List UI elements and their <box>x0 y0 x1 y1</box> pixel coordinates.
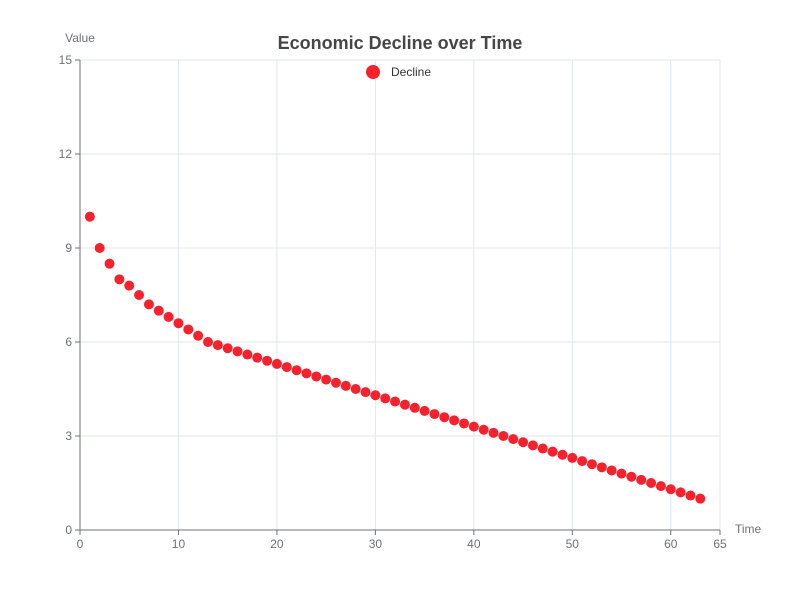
y-tick-label: 0 <box>65 523 72 537</box>
x-tick-label: 60 <box>664 537 678 551</box>
data-point[interactable] <box>567 452 578 463</box>
data-point[interactable] <box>134 290 145 300</box>
data-point[interactable] <box>478 424 489 435</box>
data-point[interactable] <box>281 362 292 373</box>
axes <box>75 59 721 535</box>
data-point[interactable] <box>232 346 243 357</box>
data-point[interactable] <box>468 421 479 432</box>
data-points <box>84 211 706 504</box>
data-point[interactable] <box>655 481 666 492</box>
data-point[interactable] <box>527 440 538 451</box>
data-point[interactable] <box>262 355 273 366</box>
data-point[interactable] <box>488 427 499 438</box>
data-point[interactable] <box>360 387 371 398</box>
legend-marker <box>366 65 380 79</box>
data-point[interactable] <box>271 358 282 369</box>
y-tick-label: 15 <box>59 53 73 67</box>
data-point[interactable] <box>695 493 706 504</box>
data-point[interactable] <box>419 405 430 416</box>
data-point[interactable] <box>587 459 597 470</box>
data-point[interactable] <box>449 415 460 426</box>
data-point[interactable] <box>183 324 194 335</box>
data-point[interactable] <box>626 471 637 482</box>
data-point[interactable] <box>242 349 253 360</box>
data-point[interactable] <box>380 393 391 404</box>
data-point[interactable] <box>114 274 125 285</box>
data-point[interactable] <box>665 484 676 495</box>
data-point[interactable] <box>399 399 410 410</box>
data-point[interactable] <box>163 311 174 322</box>
y-tick-label: 3 <box>65 429 72 443</box>
data-point[interactable] <box>409 402 420 413</box>
data-point[interactable] <box>596 462 607 473</box>
x-tick-label: 40 <box>467 537 481 551</box>
data-point[interactable] <box>222 343 233 354</box>
data-point[interactable] <box>616 468 627 479</box>
data-point[interactable] <box>636 474 647 485</box>
x-tick-label: 10 <box>172 537 186 551</box>
grid-lines <box>80 59 721 530</box>
y-tick-label: 12 <box>59 147 73 161</box>
x-tick-label: 65 <box>713 537 727 551</box>
data-point[interactable] <box>321 374 332 385</box>
data-point[interactable] <box>173 318 184 329</box>
data-point[interactable] <box>331 377 341 388</box>
data-point[interactable] <box>459 418 469 429</box>
data-point[interactable] <box>547 446 558 457</box>
data-point[interactable] <box>685 490 696 501</box>
x-tick-label: 20 <box>270 537 284 551</box>
data-point[interactable] <box>212 340 223 351</box>
data-point[interactable] <box>646 478 657 488</box>
data-point[interactable] <box>340 380 351 391</box>
data-point[interactable] <box>124 280 135 291</box>
data-point[interactable] <box>508 434 519 445</box>
data-point[interactable] <box>518 437 529 448</box>
data-point[interactable] <box>203 337 213 347</box>
data-point[interactable] <box>537 443 548 454</box>
data-point[interactable] <box>84 211 95 222</box>
data-point[interactable] <box>350 384 361 394</box>
legend[interactable]: Decline <box>366 65 431 79</box>
x-tick-label: 30 <box>369 537 383 551</box>
data-point[interactable] <box>193 330 204 341</box>
data-point[interactable] <box>557 449 568 460</box>
data-point[interactable] <box>606 465 617 476</box>
y-tick-label: 9 <box>65 241 72 255</box>
chart-title: Economic Decline over Time <box>278 33 523 53</box>
data-point[interactable] <box>429 409 440 420</box>
data-point[interactable] <box>577 456 588 467</box>
data-point[interactable] <box>370 390 381 401</box>
x-tick-label: 50 <box>566 537 580 551</box>
data-point[interactable] <box>390 396 401 407</box>
data-point[interactable] <box>94 243 105 253</box>
tick-labels: 0 3 6 9 12 15 0 10 20 30 40 50 60 65 <box>59 53 727 551</box>
data-point[interactable] <box>311 371 322 382</box>
data-point[interactable] <box>252 352 263 363</box>
data-point[interactable] <box>104 258 115 269</box>
data-point[interactable] <box>675 487 686 498</box>
y-tick-label: 6 <box>65 335 72 349</box>
x-tick-label: 0 <box>77 537 84 551</box>
data-point[interactable] <box>143 299 154 310</box>
data-point[interactable] <box>153 305 164 316</box>
y-axis-label: Value <box>65 31 95 45</box>
data-point[interactable] <box>498 431 509 441</box>
legend-label: Decline <box>391 65 431 79</box>
x-axis-label: Time <box>735 522 762 536</box>
data-point[interactable] <box>301 368 312 379</box>
data-point[interactable] <box>291 365 302 376</box>
data-point[interactable] <box>439 412 450 423</box>
